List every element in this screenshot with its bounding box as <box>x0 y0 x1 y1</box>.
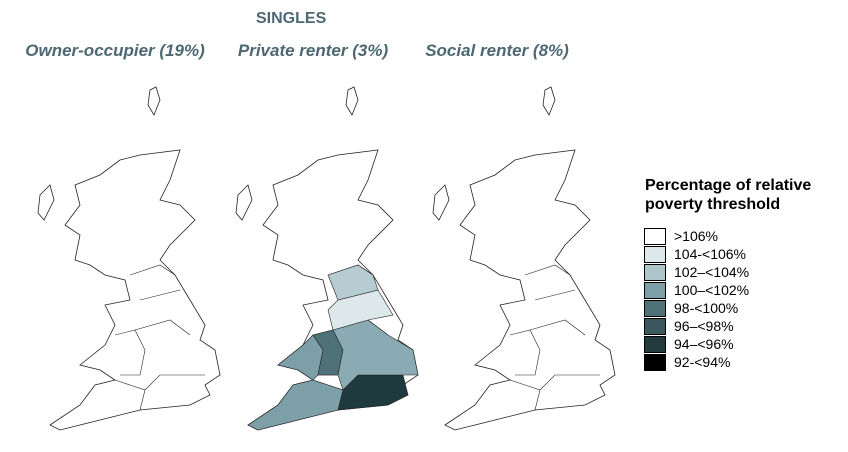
map-social-renter <box>432 86 616 431</box>
legend-label: 98-<100% <box>674 300 739 316</box>
legend-title: Percentage of relative poverty threshold <box>645 177 812 213</box>
figure-title: SINGLES <box>256 10 327 27</box>
legend: >106% 104-<106% 102–<104% 100–<102% 98-<100%… <box>644 227 749 371</box>
legend-label: 102–<104% <box>674 264 750 280</box>
legend-item: 94–<96% <box>644 335 749 353</box>
legend-swatch <box>644 335 666 353</box>
legend-label: 92-<94% <box>674 354 731 370</box>
map-private-renter <box>235 86 419 431</box>
legend-item: 104-<106% <box>644 245 749 263</box>
legend-item: 98-<100% <box>644 299 749 317</box>
map-owner-occupier <box>37 86 221 431</box>
legend-swatch <box>644 317 666 335</box>
legend-swatch <box>644 353 666 371</box>
legend-label: 104-<106% <box>674 246 747 262</box>
legend-swatch <box>644 227 666 245</box>
legend-label: 94–<96% <box>674 336 734 352</box>
legend-label: >106% <box>674 228 718 244</box>
legend-swatch <box>644 263 666 281</box>
legend-label: 100–<102% <box>674 282 750 298</box>
legend-item: 102–<104% <box>644 263 749 281</box>
panel-title: Social renter (8%) <box>425 41 569 60</box>
legend-item: >106% <box>644 227 749 245</box>
legend-swatch <box>644 245 666 263</box>
legend-item: 96–<98% <box>644 317 749 335</box>
panel-title: Owner-occupier (19%) <box>25 41 205 60</box>
legend-swatch <box>644 281 666 299</box>
panel-title: Private renter (3%) <box>237 41 389 60</box>
legend-swatch <box>644 299 666 317</box>
legend-item: 100–<102% <box>644 281 749 299</box>
legend-item: 92-<94% <box>644 353 749 371</box>
legend-label: 96–<98% <box>674 318 734 334</box>
